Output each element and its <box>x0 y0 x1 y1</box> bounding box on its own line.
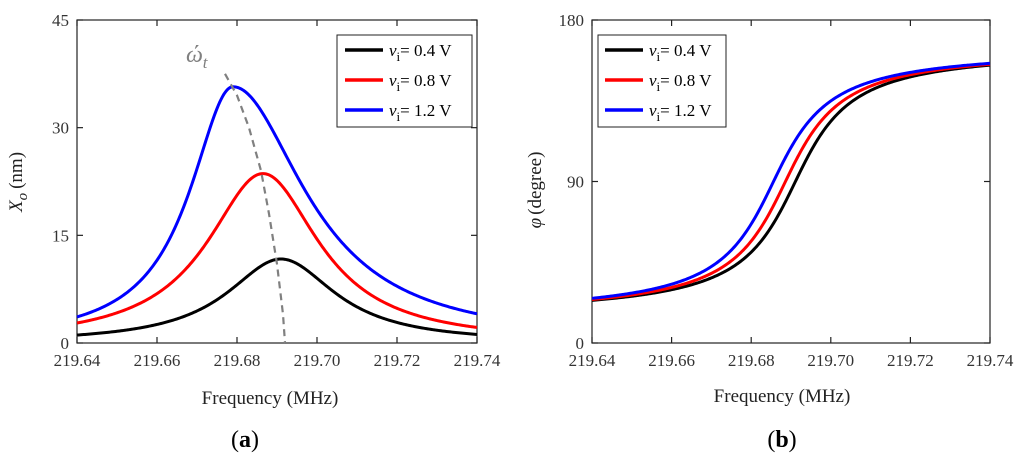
y-tick-label: 30 <box>52 119 69 138</box>
x-tick-label: 219.70 <box>294 351 341 370</box>
y-tick-label: 15 <box>52 226 69 245</box>
y-ticks-b: 0 90 180 <box>559 11 990 353</box>
x-tick-label: 219.66 <box>134 351 181 370</box>
x-tick-label: 219.68 <box>214 351 261 370</box>
phase-line-12V <box>591 61 991 300</box>
phase-line-04V <box>591 63 991 302</box>
y-tick-label: 45 <box>52 11 69 30</box>
x-tick-label: 219.66 <box>648 351 695 370</box>
x-tick-label: 219.72 <box>887 351 934 370</box>
chart-a: 219.64 219.66 219.68 219.70 219.72 219.74 0 15… <box>6 11 501 453</box>
x-tick-label: 219.74 <box>967 351 1014 370</box>
x-tick-label: 219.64 <box>54 351 101 370</box>
annotation-omega-sub: t <box>203 53 209 72</box>
x-tick-label: 219.70 <box>807 351 854 370</box>
y-tick-label: 90 <box>567 173 584 192</box>
annotation-omega: ώt <box>186 42 209 72</box>
x-axis-label-b: Frequency (MHz) <box>714 386 851 407</box>
caption-b: (b) <box>767 427 796 453</box>
y-axis-label-a: Xo(nm) <box>6 152 31 213</box>
legend-label: vi= 0.4 V <box>649 41 712 64</box>
legend-label: vi= 0.4 V <box>389 41 452 64</box>
y-ticks-a: 0 15 30 45 <box>52 11 477 353</box>
legend-b: vi= 0.4 V vi= 0.8 V vi= 1.2 V <box>597 34 727 128</box>
legend-label: vi= 0.8 V <box>649 71 712 94</box>
caption-a: (a) <box>231 427 259 453</box>
dashed-trace <box>224 73 287 344</box>
x-axis-label-a: Frequency (MHz) <box>202 388 339 409</box>
phase-line-08V <box>591 62 991 301</box>
plot-frame-a <box>76 19 478 344</box>
chart-b: 219.64 219.66 219.68 219.70 219.72 219.74 0 90… <box>525 11 1014 453</box>
series-line-12V <box>76 85 478 319</box>
x-ticks-a: 219.64 219.66 219.68 219.70 219.72 219.74 <box>54 20 501 370</box>
x-tick-label: 219.64 <box>569 351 616 370</box>
series-line-08V <box>76 172 478 329</box>
legend-label: vi= 1.2 V <box>389 101 452 124</box>
y-axis-label-b: φ(degree) <box>525 152 546 229</box>
legend-label: vi= 1.2 V <box>649 101 712 124</box>
x-ticks-b: 219.64 219.66 219.68 219.70 219.72 219.74 <box>569 20 1014 370</box>
x-tick-label: 219.68 <box>728 351 775 370</box>
y-tick-label: 0 <box>576 334 585 353</box>
resonance-trace-a <box>224 73 287 344</box>
x-tick-label: 219.74 <box>454 351 501 370</box>
x-tick-label: 219.72 <box>374 351 421 370</box>
series-b <box>591 61 991 302</box>
legend-a: vi= 0.4 V vi= 0.8 V vi= 1.2 V <box>336 34 473 128</box>
y-tick-label: 180 <box>559 11 585 30</box>
legend-label: vi= 0.8 V <box>389 71 452 94</box>
y-tick-label: 0 <box>61 334 70 353</box>
